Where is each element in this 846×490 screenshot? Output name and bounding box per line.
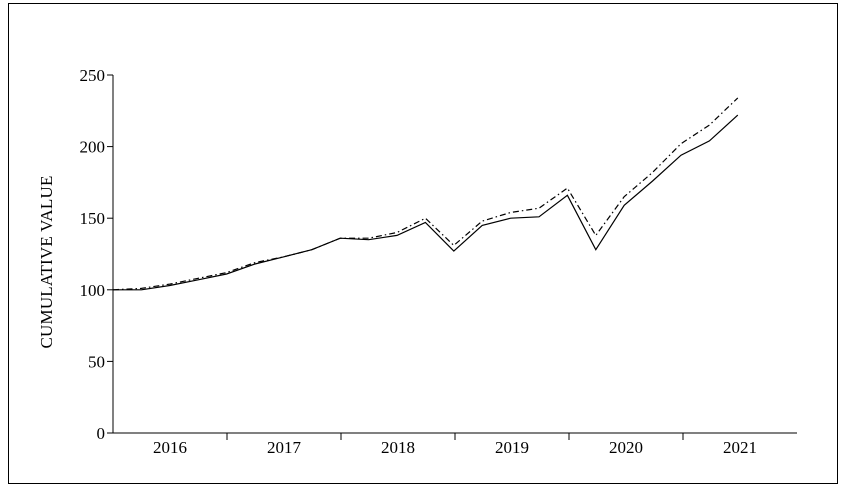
y-tick-label: 250 [80, 66, 106, 85]
y-tick-label: 100 [80, 281, 106, 300]
axes: 0 50 100 150 200 250 2016 2017 2018 2019 2020 2021 [80, 66, 797, 457]
y-tick-label: 0 [97, 424, 106, 443]
series-line-solid [113, 114, 739, 291]
chart-frame [8, 3, 838, 484]
x-tick-label: 2016 [153, 438, 187, 457]
x-tick-label: 2019 [495, 438, 529, 457]
x-tick-label: 2021 [723, 438, 757, 457]
x-tick-label: 2017 [267, 438, 302, 457]
y-tick-label: 50 [88, 352, 105, 371]
plot-area [112, 97, 739, 291]
y-tick-label: 200 [80, 138, 106, 157]
y-tick-label: 150 [80, 209, 106, 228]
series-line-dashdot [112, 97, 739, 291]
x-tick-label: 2018 [381, 438, 415, 457]
y-axis-title: CUMULATIVE VALUE [37, 175, 56, 348]
x-tick-label: 2020 [609, 438, 643, 457]
